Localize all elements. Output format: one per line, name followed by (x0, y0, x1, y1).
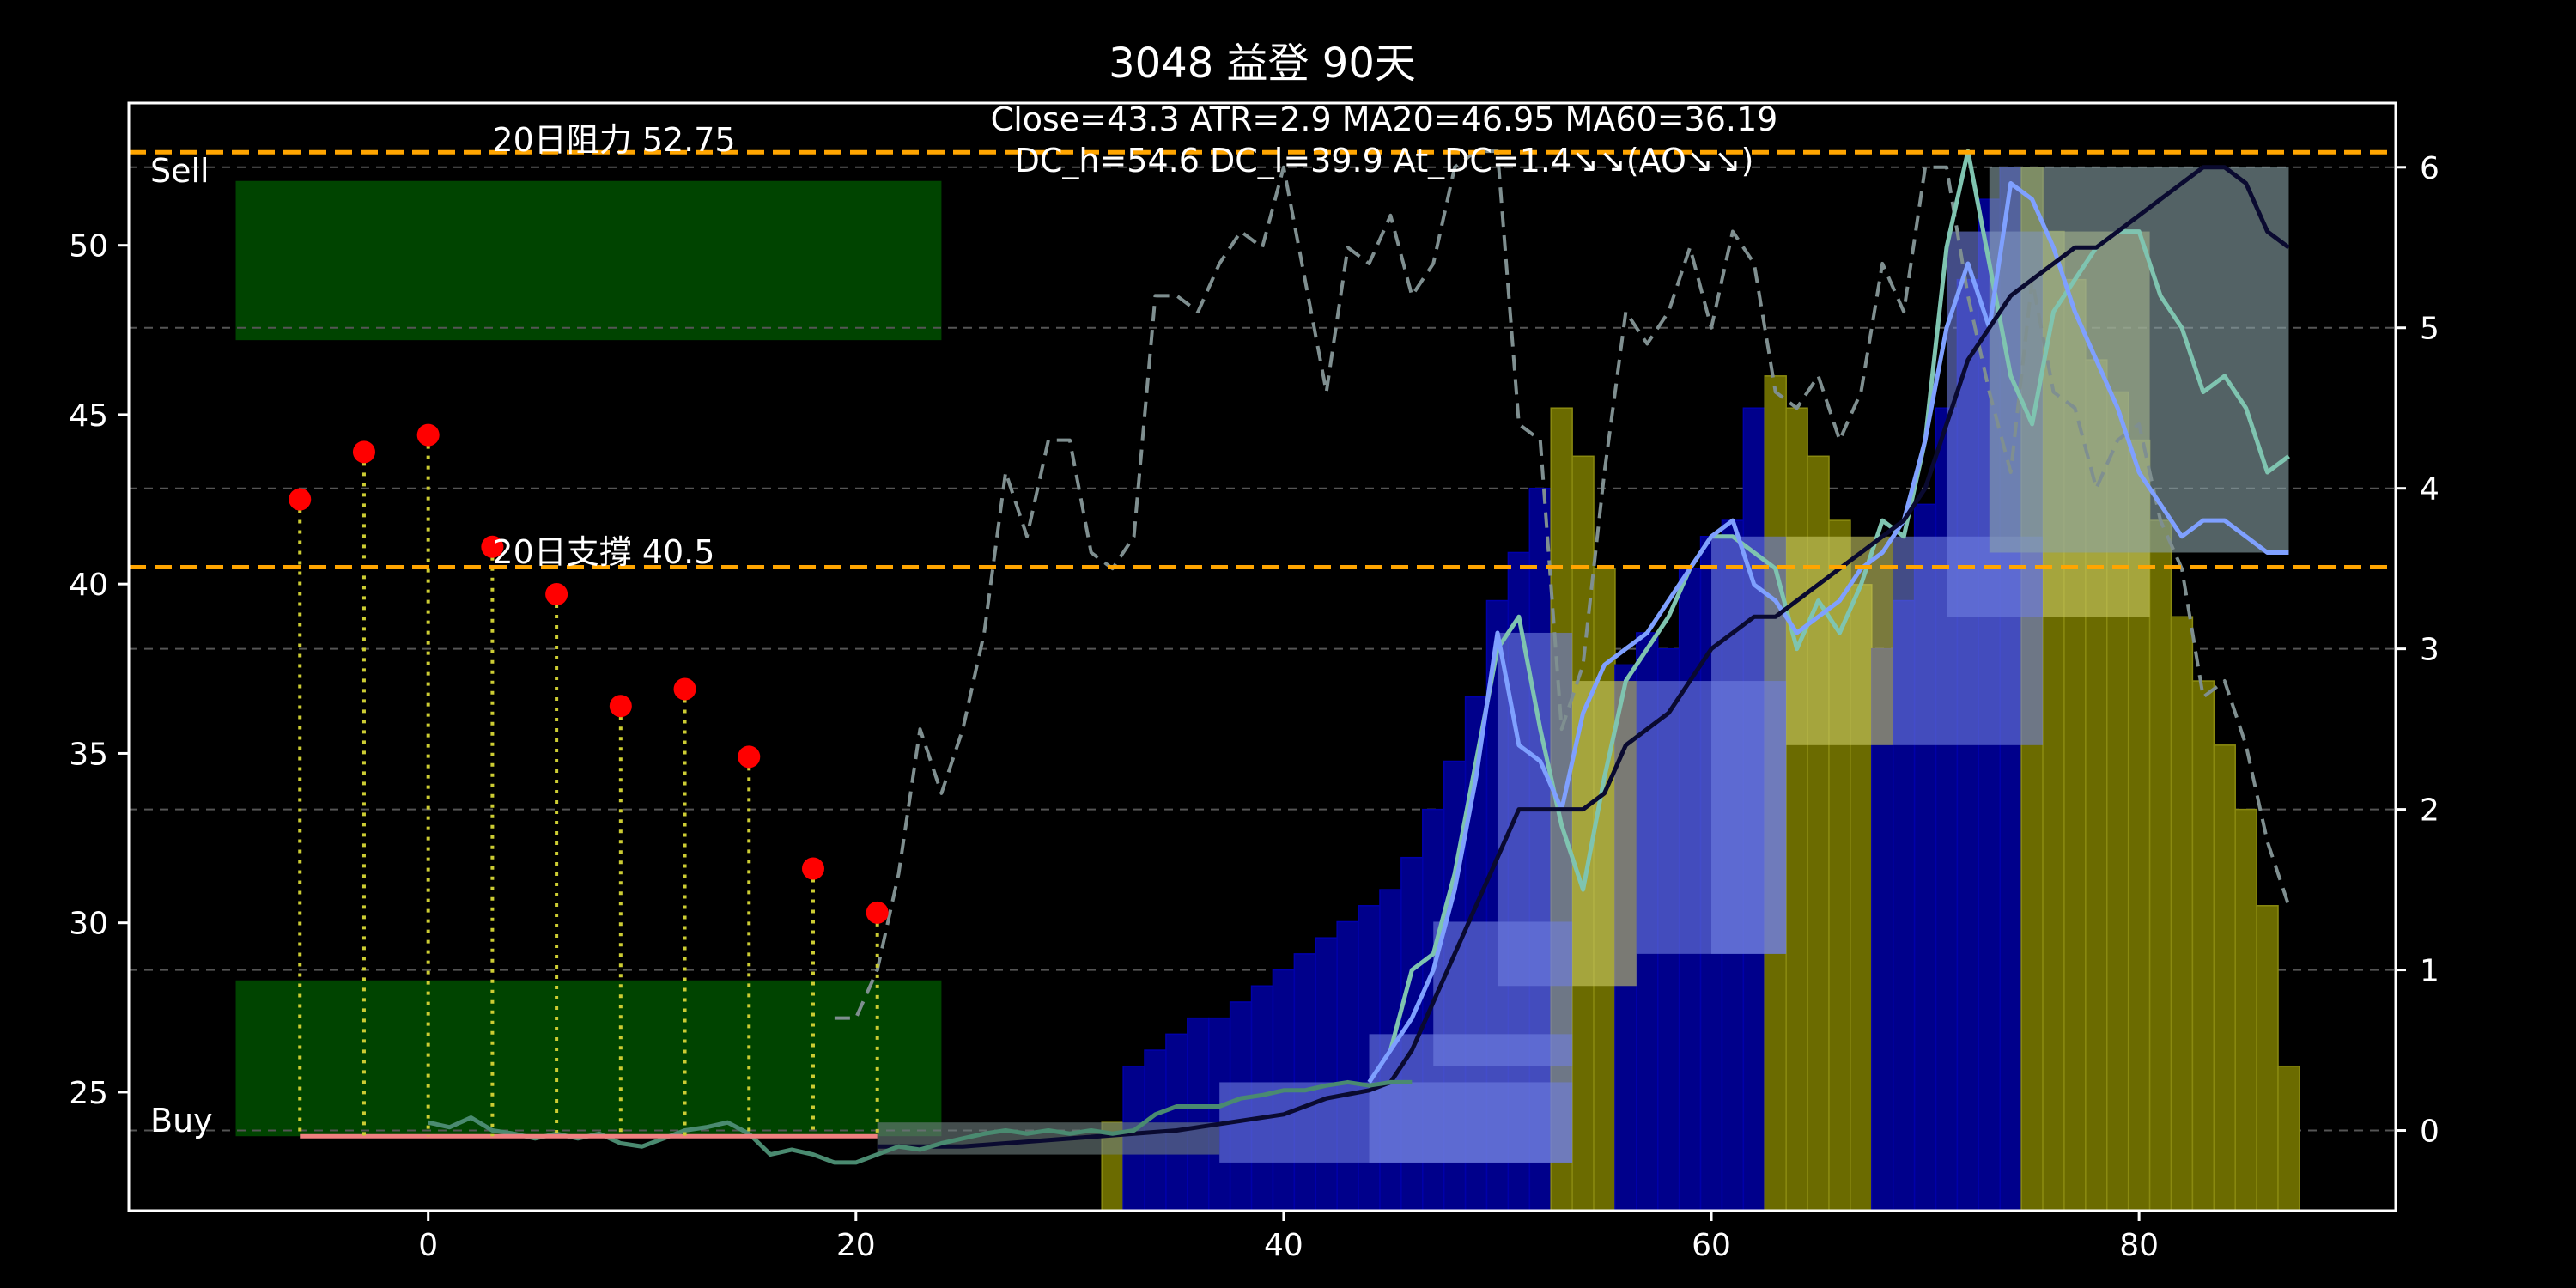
x-tick-label: 40 (1264, 1228, 1303, 1263)
dashed-line (834, 149, 2291, 1020)
band-yellow (1572, 681, 1637, 987)
pivot-point (352, 440, 375, 464)
bar (1315, 937, 1338, 1212)
ma-line (1367, 180, 2289, 1084)
y-tick-label: 40 (69, 568, 108, 603)
bar (1336, 920, 1359, 1212)
x-tick-label: 0 (418, 1228, 438, 1263)
y2-tick-label: 5 (2420, 312, 2439, 347)
y2-tick-label: 3 (2420, 633, 2439, 668)
y2-tick-label: 4 (2420, 472, 2439, 507)
x-tick-label: 20 (836, 1228, 876, 1263)
pivot-point (801, 857, 824, 880)
resistance-label: 20日阻力 52.75 (492, 121, 735, 159)
band-gray (1989, 167, 2289, 553)
sell-zone (235, 180, 942, 341)
bar (2234, 808, 2257, 1212)
pivot-point (673, 677, 696, 701)
pivot-point (289, 488, 312, 511)
mid-line (877, 165, 2290, 1149)
bar (2213, 744, 2236, 1212)
bar (1785, 407, 1808, 1212)
buy-label: Buy (150, 1102, 213, 1139)
y2-tick-label: 2 (2420, 793, 2439, 829)
info-line-1: Close=43.3 ATR=2.9 MA20=46.95 MA60=36.19 (991, 100, 1778, 138)
y-tick-label: 35 (69, 737, 108, 772)
bar (2277, 1065, 2300, 1212)
y2-tick-label: 6 (2420, 151, 2439, 186)
y2-tick-label: 0 (2420, 1115, 2439, 1150)
pivot-point (609, 695, 632, 718)
bar (1165, 1033, 1188, 1212)
pivot-point (481, 535, 504, 558)
bar (2191, 680, 2215, 1212)
bar (2148, 519, 2172, 1212)
info-line-2: DC_h=54.6 DC_l=39.9 At_DC=1.4↘↘(AO↘↘) (1015, 142, 1754, 179)
high-line (1388, 149, 2290, 1051)
y-tick-label: 45 (69, 398, 108, 434)
x-tick-label: 60 (1692, 1228, 1731, 1263)
y-tick-label: 30 (69, 907, 108, 942)
bar (2170, 616, 2194, 1212)
plot-frame (127, 101, 2397, 1212)
band-blue (1711, 536, 1787, 954)
pivot-point (416, 423, 440, 447)
pivot-point (866, 901, 889, 924)
chart-title: 3048 益登 90天 (1109, 39, 1416, 88)
bar (1187, 1017, 1210, 1212)
pivot-point (545, 583, 568, 606)
y-tick-label: 25 (69, 1076, 108, 1111)
x-tick-label: 80 (2119, 1228, 2159, 1263)
pivot-point (738, 745, 761, 769)
y2-tick-label: 1 (2420, 954, 2439, 989)
bar (2256, 905, 2279, 1212)
y-tick-label: 50 (69, 229, 108, 264)
buy-zone (235, 980, 942, 1137)
sell-label: Sell (150, 152, 210, 190)
support-label: 20日支撐 40.5 (492, 533, 714, 571)
